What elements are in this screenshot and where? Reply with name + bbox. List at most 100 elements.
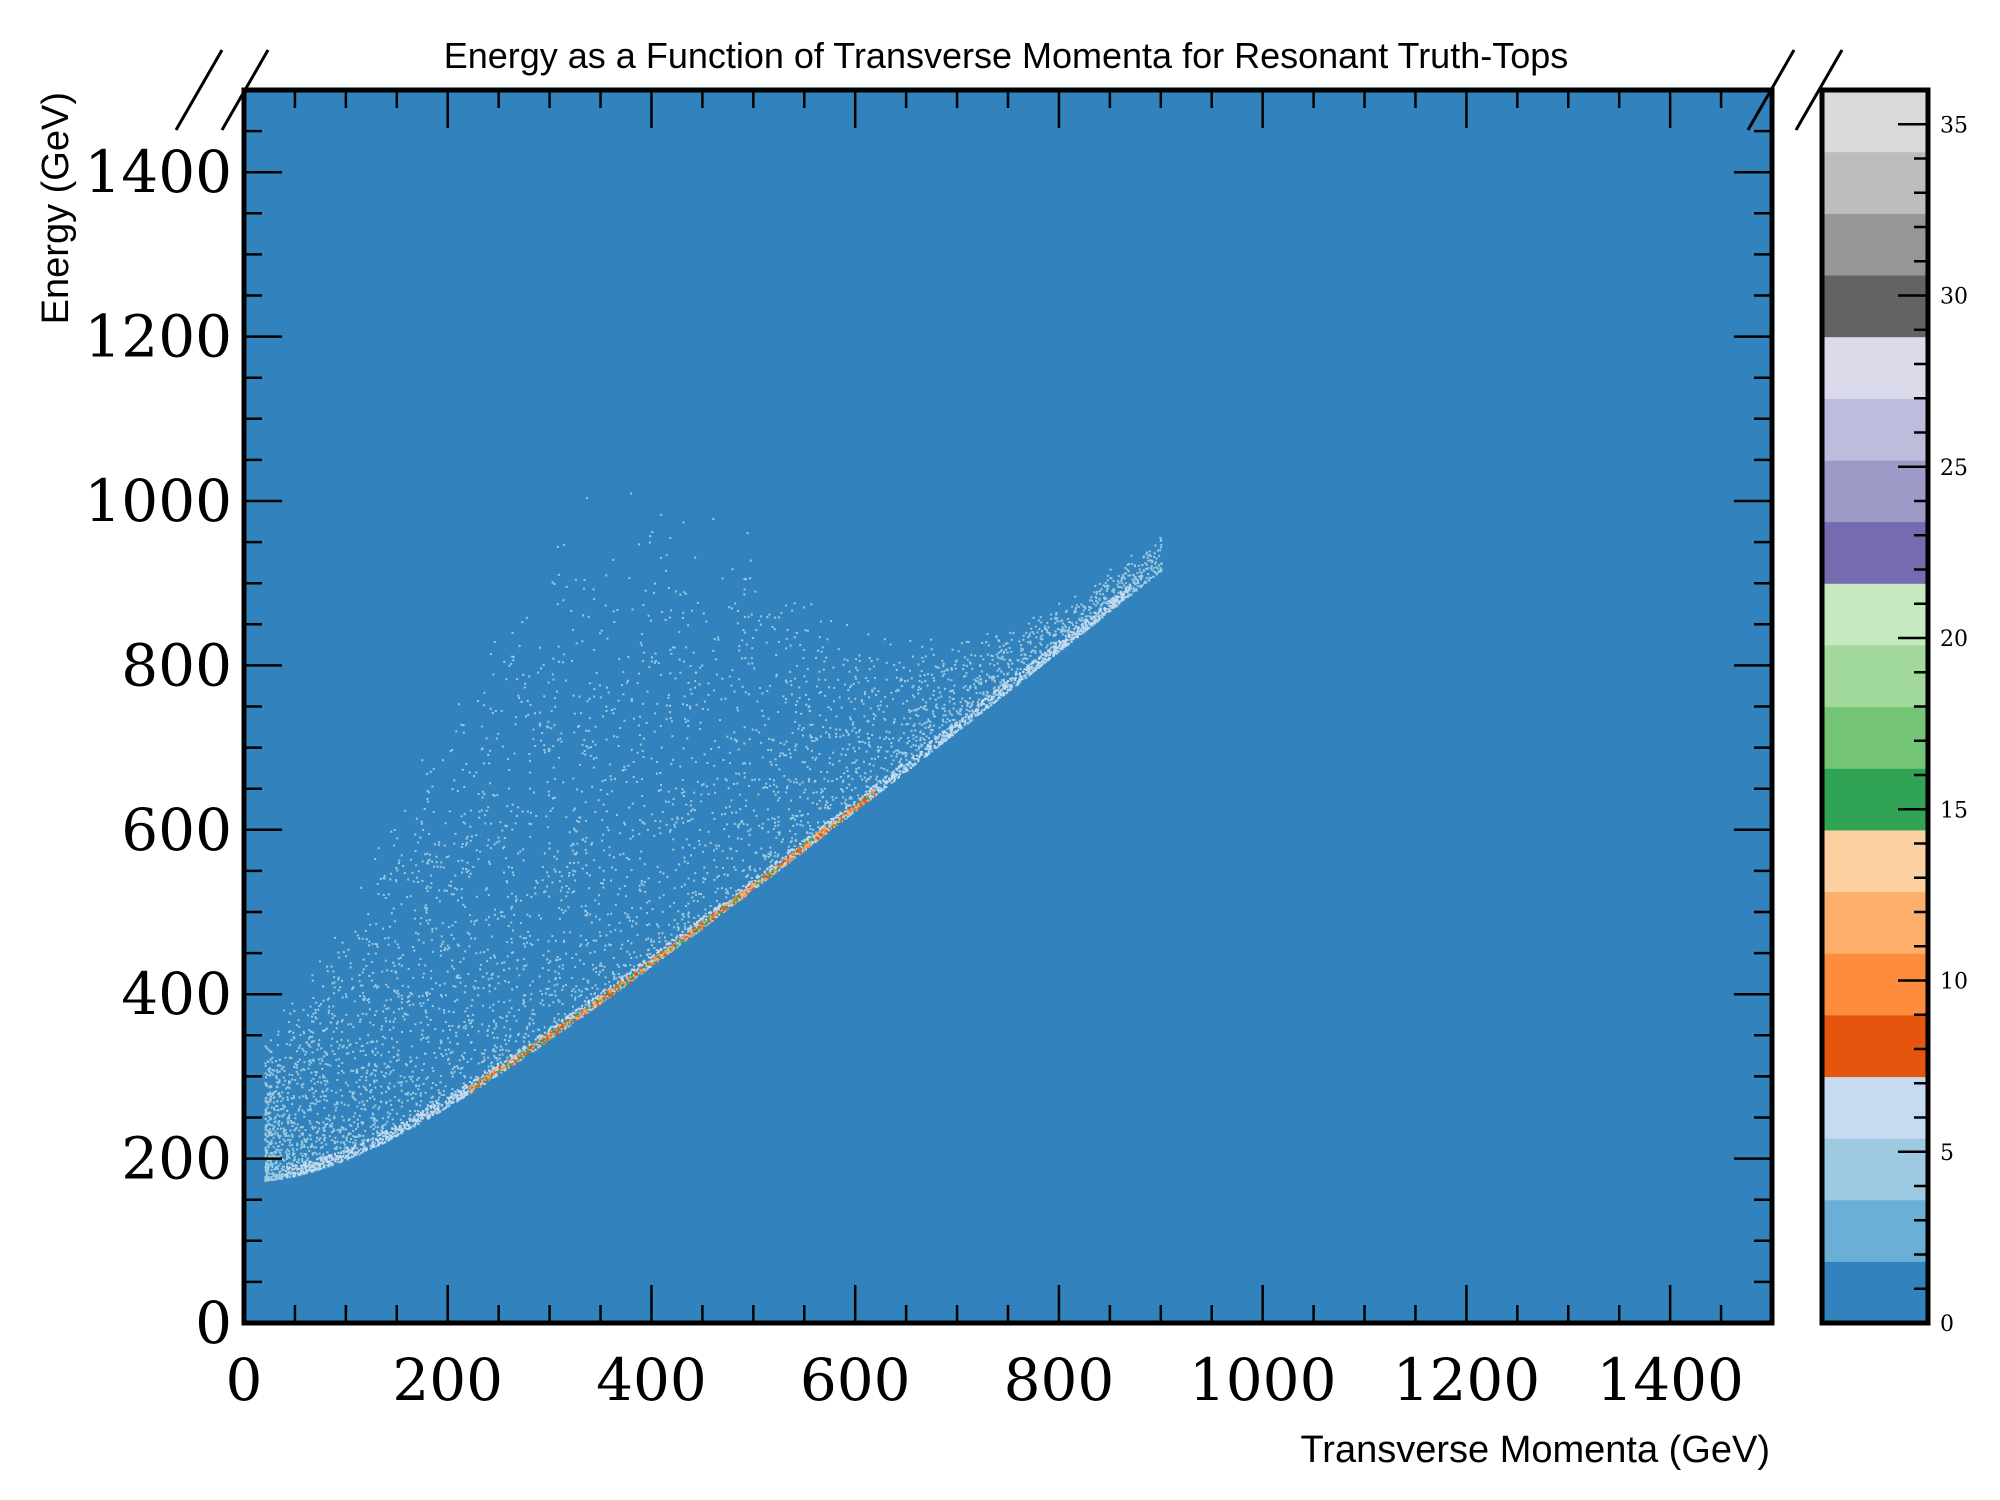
- bin-cell: [804, 788, 807, 791]
- bin-cell: [326, 965, 329, 968]
- bin-cell: [277, 1033, 280, 1036]
- bin-cell: [494, 709, 497, 712]
- bin-cell: [1027, 636, 1030, 639]
- bin-cell: [689, 804, 692, 807]
- bin-cell: [467, 869, 470, 872]
- bin-cell: [374, 952, 377, 955]
- bin-cell: [976, 701, 979, 704]
- bin-cell: [1160, 570, 1163, 573]
- bin-cell: [583, 587, 585, 590]
- bin-cell: [464, 950, 467, 953]
- bin-cell: [603, 849, 606, 852]
- bin-cell: [676, 946, 678, 949]
- bin-cell: [385, 1102, 388, 1105]
- bin-cell: [996, 656, 999, 659]
- bin-cell: [300, 1084, 303, 1087]
- bin-cell: [504, 1034, 507, 1037]
- bin-cell: [291, 1153, 294, 1156]
- bin-cell: [266, 1123, 269, 1126]
- bin-cell: [584, 840, 587, 843]
- bin-cell: [679, 593, 682, 596]
- bin-cell: [624, 912, 627, 915]
- bin-cell: [558, 965, 561, 968]
- bin-cell: [827, 780, 830, 783]
- bin-cell: [685, 803, 688, 806]
- bin-cell: [463, 813, 466, 816]
- bin-cell: [900, 678, 903, 681]
- bin-cell: [1006, 651, 1009, 654]
- bin-cell: [636, 975, 639, 978]
- bin-cell: [689, 665, 692, 667]
- bin-cell: [1156, 571, 1159, 574]
- bin-cell: [265, 1129, 268, 1132]
- bin-cell: [484, 814, 486, 817]
- bin-cell: [936, 738, 939, 740]
- heatmap-cells: [264, 492, 1163, 1182]
- bin-cell: [584, 801, 587, 804]
- bin-cell: [682, 611, 685, 614]
- bin-cell: [412, 1091, 414, 1094]
- bin-cell: [484, 822, 487, 825]
- bin-cell: [541, 879, 544, 882]
- bin-cell: [687, 911, 690, 914]
- bin-cell: [385, 999, 388, 1002]
- bin-cell: [308, 1108, 311, 1111]
- bin-cell: [492, 1049, 495, 1051]
- bin-cell: [356, 1125, 359, 1128]
- bin-cell: [1055, 612, 1058, 615]
- bin-cell: [846, 786, 848, 789]
- bin-cell: [268, 1093, 271, 1096]
- bin-cell: [1128, 594, 1131, 597]
- bin-cell: [821, 795, 824, 798]
- bin-cell: [769, 760, 772, 763]
- bin-cell: [845, 729, 847, 732]
- bin-cell: [680, 885, 683, 888]
- bin-cell: [913, 723, 916, 726]
- bin-cell: [373, 1014, 376, 1016]
- bin-cell: [555, 1021, 558, 1024]
- bin-cell: [439, 993, 442, 996]
- bin-cell: [293, 1129, 296, 1132]
- bin-cell: [451, 1087, 454, 1090]
- bin-cell: [873, 788, 876, 791]
- bin-cell: [640, 644, 643, 647]
- bin-cell: [751, 647, 754, 650]
- bin-cell: [422, 941, 425, 944]
- bin-cell: [343, 1103, 346, 1106]
- bin-cell: [403, 1122, 406, 1125]
- bin-cell: [720, 904, 722, 907]
- bin-cell: [728, 675, 731, 678]
- bin-cell: [289, 1173, 292, 1176]
- bin-cell: [801, 781, 804, 784]
- bin-cell: [1054, 616, 1057, 619]
- bin-cell: [978, 682, 981, 685]
- bin-cell: [280, 1167, 283, 1170]
- bin-cell: [837, 648, 840, 651]
- bin-cell: [782, 838, 784, 841]
- bin-cell: [355, 1128, 358, 1130]
- bin-cell: [1095, 614, 1098, 616]
- bin-cell: [564, 679, 567, 682]
- bin-cell: [275, 1075, 278, 1077]
- bin-cell: [1032, 616, 1035, 619]
- bin-cell: [919, 736, 922, 739]
- bin-cell: [833, 686, 836, 689]
- bin-cell: [530, 823, 533, 826]
- bin-cell: [504, 857, 507, 860]
- bin-cell: [382, 1127, 385, 1130]
- bin-cell: [311, 1127, 314, 1130]
- bin-cell: [818, 753, 821, 755]
- bin-cell: [689, 707, 692, 710]
- bin-cell: [422, 976, 424, 979]
- bin-cell: [418, 995, 420, 998]
- bin-cell: [742, 762, 745, 765]
- bin-cell: [687, 921, 690, 924]
- bin-cell: [311, 1126, 314, 1128]
- bin-cell: [602, 886, 605, 889]
- bin-cell: [465, 868, 467, 870]
- bin-cell: [331, 982, 334, 985]
- bin-cell: [413, 917, 416, 920]
- bin-cell: [815, 685, 818, 688]
- bin-cell: [673, 823, 676, 826]
- bin-cell: [725, 779, 728, 782]
